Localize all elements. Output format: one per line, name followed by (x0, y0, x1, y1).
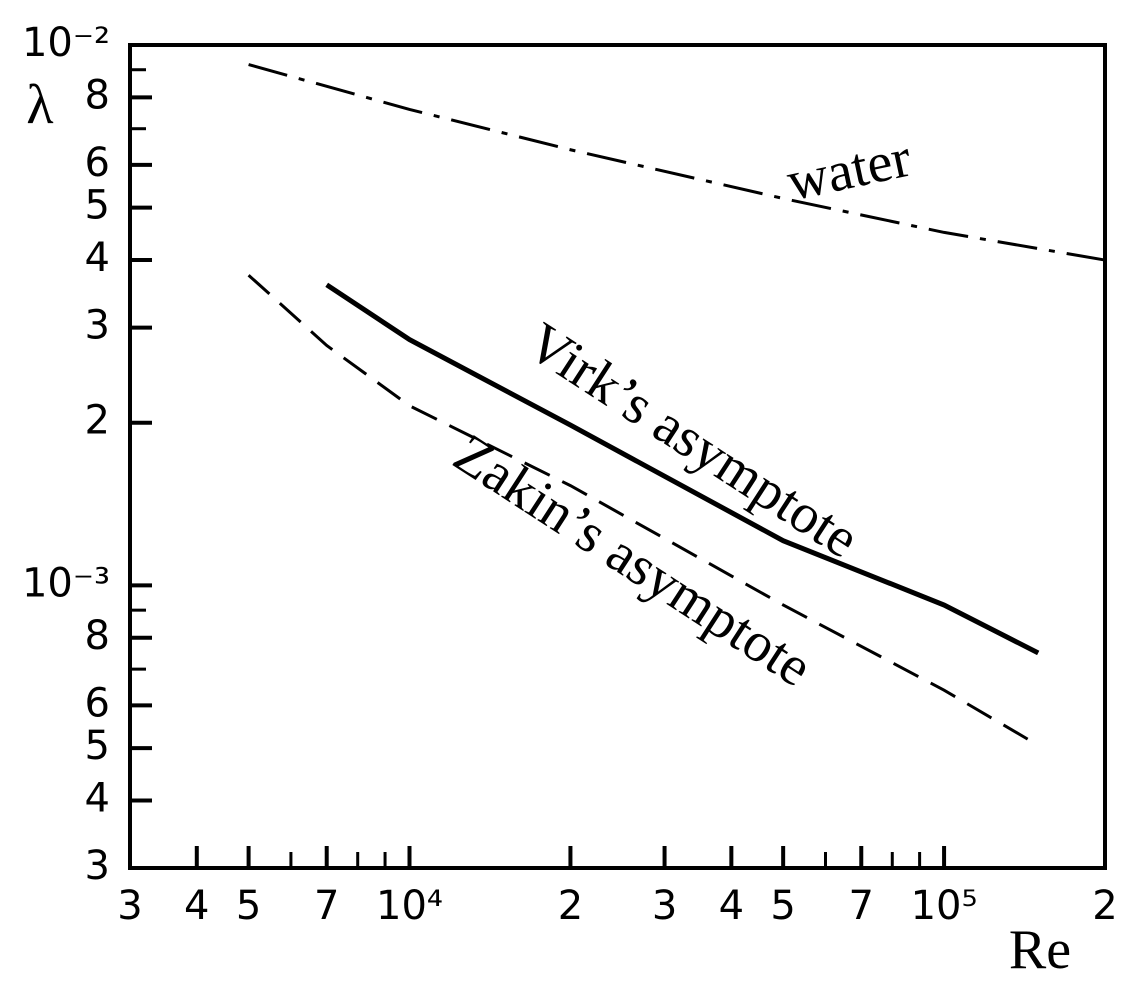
series-line (325, 282, 1040, 656)
y-tick-label: 4 (85, 775, 110, 821)
plot-frame (128, 43, 1107, 870)
y-tick-label: 6 (85, 680, 110, 726)
x-tick-label: 4 (184, 883, 209, 929)
y-tick-label: 8 (85, 613, 110, 659)
y-tick-label: 3 (85, 843, 110, 889)
x-tick-label: 10⁵ (911, 883, 978, 929)
y-tick-label: 4 (85, 235, 110, 281)
series-label: water (782, 127, 917, 214)
x-tick-label: 10⁴ (376, 883, 443, 929)
y-axis-label: λ (26, 74, 53, 136)
x-tick-label: 7 (314, 883, 339, 929)
x-tick-label: 2 (1092, 883, 1117, 929)
y-tick-label: 3 (85, 303, 110, 349)
x-tick-label: 5 (236, 883, 261, 929)
x-tick-label: 3 (117, 883, 142, 929)
x-tick-label: 5 (770, 883, 795, 929)
y-tick-label: 2 (85, 398, 110, 444)
y-tick-label: 5 (85, 183, 110, 229)
y-tick-label: 5 (85, 723, 110, 769)
x-tick-label: 3 (652, 883, 677, 929)
x-tick-label: 2 (558, 883, 583, 929)
x-axis-label: Re (1009, 919, 1071, 981)
x-tick-label: 4 (719, 883, 744, 929)
y-tick-label: 10⁻³ (22, 560, 110, 606)
x-tick-label: 7 (849, 883, 874, 929)
y-tick-label: 8 (85, 72, 110, 118)
series-line (248, 63, 1106, 262)
series-line (247, 274, 1039, 747)
y-tick-label: 6 (85, 140, 110, 186)
y-tick-label: 10⁻² (22, 20, 110, 66)
